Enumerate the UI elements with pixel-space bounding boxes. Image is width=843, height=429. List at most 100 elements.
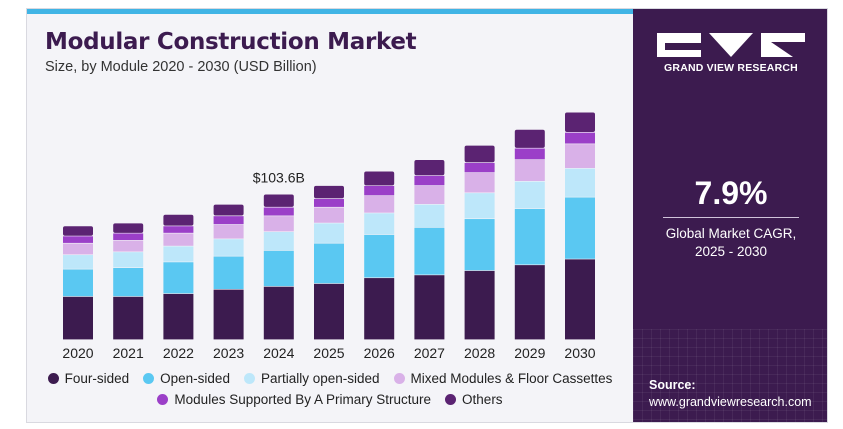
bar-segment	[314, 185, 344, 199]
x-tick-label: 2025	[313, 345, 344, 361]
bar-segment	[113, 252, 144, 268]
bar-segment	[213, 204, 244, 216]
legend-label: Four-sided	[64, 371, 130, 386]
legend-item: Partially open-sided	[243, 371, 380, 386]
bar-segment	[163, 262, 194, 294]
bar-segment	[514, 160, 545, 181]
x-tick-label: 2027	[414, 345, 445, 361]
bar-segment	[414, 160, 445, 176]
bar-segment	[263, 232, 294, 251]
bar-segment	[163, 214, 194, 226]
bar-segment	[213, 216, 244, 225]
x-tick-label: 2024	[263, 345, 294, 361]
cagr-label-line-1: Global Market CAGR,	[665, 226, 797, 241]
legend-item: Others	[445, 392, 503, 407]
bar-segment	[63, 236, 93, 243]
x-tick-label: 2023	[213, 345, 244, 361]
bar-segment	[314, 223, 344, 243]
legend-label: Open-sided	[160, 371, 230, 386]
x-tick-label: 2021	[113, 345, 144, 361]
bar-segment	[464, 219, 495, 271]
bar-segment	[213, 256, 244, 289]
source-label: Source:	[649, 378, 696, 392]
chart-subtitle: Size, by Module 2020 - 2030 (USD Billion…	[45, 59, 317, 75]
bar-segment	[113, 268, 144, 297]
bar-segment	[263, 216, 294, 232]
bar-segment	[63, 269, 93, 297]
x-tick-label: 2029	[514, 345, 545, 361]
bar-segment	[364, 278, 395, 340]
bar-segment	[213, 289, 244, 340]
legend-dot-icon	[243, 373, 255, 384]
bar-segment	[314, 198, 344, 207]
bar-segment	[414, 227, 445, 275]
infographic-card: Modular Construction Market Size, by Mod…	[26, 8, 828, 423]
x-tick-label: 2022	[163, 345, 194, 361]
legend-dot-icon	[47, 373, 59, 384]
stacked-bar-chart: 2020 2021 2022 2023 2024 $103.6B 2025 2026 2027 2…	[62, 112, 596, 361]
bar-segment	[514, 129, 545, 148]
chart-legend: Four-sided Open-sided Partially open-sided…	[27, 371, 633, 413]
bar-segment	[63, 296, 93, 340]
bar-segment	[565, 144, 595, 169]
bar-segment	[364, 185, 395, 196]
legend-label: Modules Supported By A Primary Structure	[174, 392, 432, 407]
bar-segment	[263, 286, 294, 340]
bar-segment	[565, 259, 595, 340]
logo-text: GRAND VIEW RESEARCH	[664, 62, 798, 74]
bar-segment	[514, 181, 545, 209]
legend-dot-icon	[143, 373, 155, 384]
bar-segment	[113, 233, 144, 241]
bar-segment	[565, 112, 595, 133]
legend-item: Mixed Modules & Floor Cassettes	[393, 371, 613, 386]
bar-segment	[514, 265, 545, 340]
bar-segment	[565, 168, 595, 197]
cagr-label-line-2: 2025 - 2030	[694, 244, 768, 259]
bar-segment	[63, 255, 93, 269]
bar-segment	[565, 197, 595, 259]
bar-segment	[464, 270, 495, 340]
bar-segment	[263, 250, 294, 287]
panel-grid-pattern	[633, 329, 827, 422]
bar-segment	[364, 213, 395, 235]
legend-item: Open-sided	[143, 371, 230, 386]
legend-label: Mixed Modules & Floor Cassettes	[410, 371, 613, 386]
cagr-label: Global Market CAGR, 2025 - 2030	[633, 225, 827, 261]
bar-segment	[163, 226, 194, 233]
divider	[663, 217, 799, 218]
bar-segment	[163, 233, 194, 246]
bar-segment	[414, 204, 445, 228]
legend-dot-icon	[445, 394, 457, 405]
bar-segment	[514, 208, 545, 265]
accent-bar	[27, 9, 633, 14]
x-tick-label: 2026	[364, 345, 395, 361]
bar-segment	[464, 172, 495, 193]
bar-segment	[113, 223, 144, 233]
bar-segment	[364, 196, 395, 213]
legend-item: Modules Supported By A Primary Structure	[157, 392, 431, 407]
bar-segment	[414, 275, 445, 340]
bar-segment	[113, 296, 144, 340]
legend-label: Partially open-sided	[260, 371, 380, 386]
bar-segment	[314, 207, 344, 223]
bar-segment	[163, 293, 194, 340]
chart-title: Modular Construction Market	[45, 29, 417, 55]
bar-segment	[213, 239, 244, 256]
bar-segment	[414, 185, 445, 205]
bar-segment	[414, 175, 445, 186]
bar-segment	[213, 224, 244, 239]
cagr-value: 7.9%	[694, 175, 768, 211]
bar-segment	[163, 246, 194, 262]
bar-segment	[314, 243, 344, 284]
x-tick-label: 2020	[62, 345, 93, 361]
bar-segment	[314, 283, 344, 340]
bar-segment	[464, 193, 495, 219]
data-label: $103.6B	[253, 170, 305, 186]
bar-segment	[113, 240, 144, 252]
legend-label: Others	[462, 392, 503, 407]
source-url: www.grandviewresearch.com	[649, 395, 812, 409]
side-panel: GRAND VIEW RESEARCH 7.9% Global Market C…	[633, 9, 827, 422]
bar-segment	[464, 145, 495, 163]
bar-segment	[63, 243, 93, 255]
bar-segment	[514, 148, 545, 160]
